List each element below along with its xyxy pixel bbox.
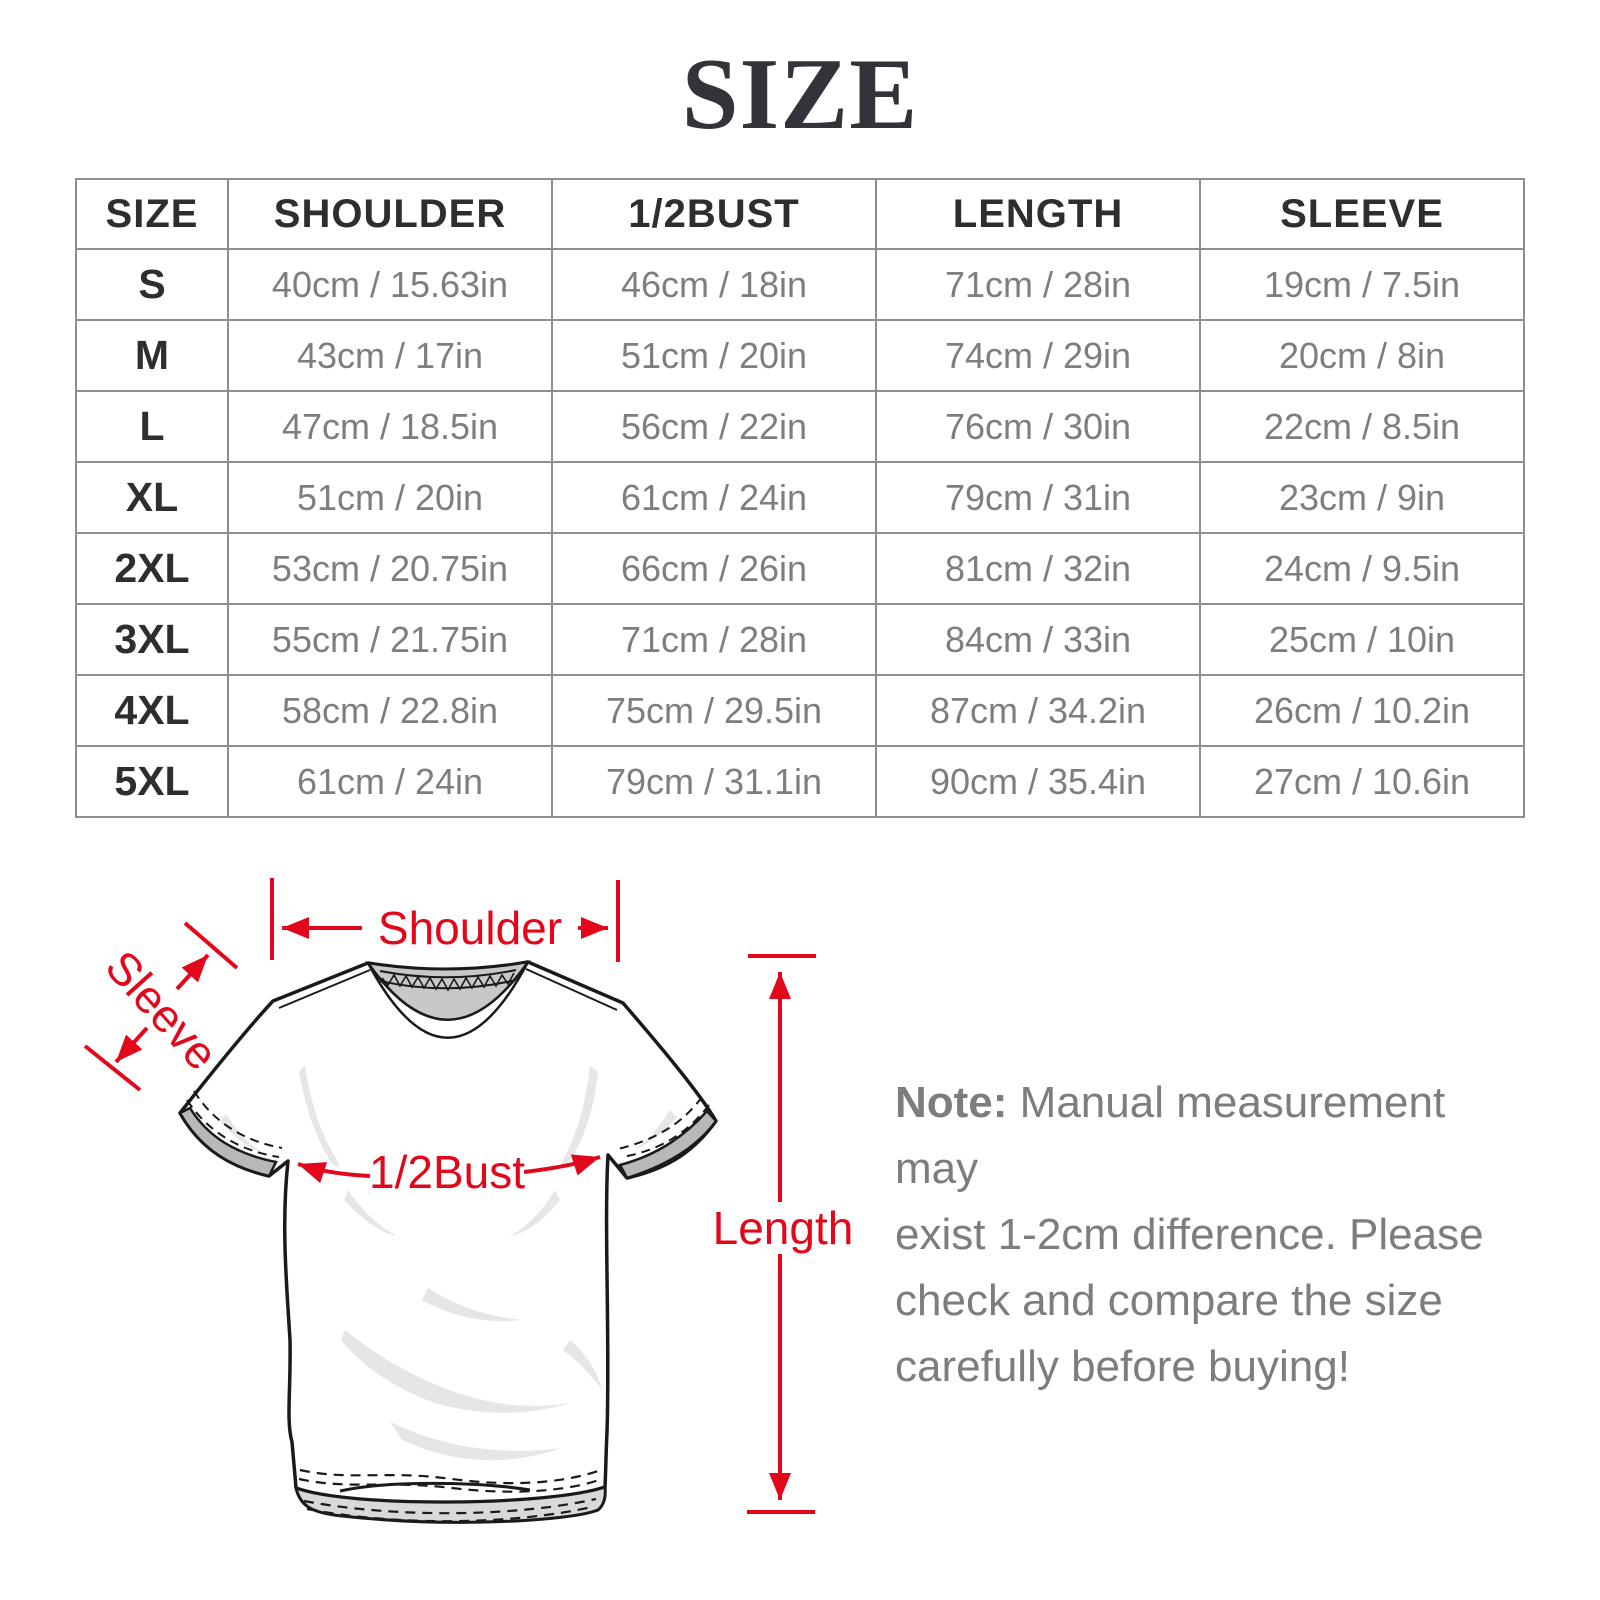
shoulder-cell: 58cm / 22.8in (227, 674, 553, 747)
shoulder-cell: 51cm / 20in (227, 461, 553, 534)
shoulder-seam-right (525, 968, 618, 1011)
dimension-annotations (83, 878, 816, 1514)
note-line: Note: Manual measurement may (895, 1070, 1515, 1202)
shoulder-seam-left (278, 969, 371, 1009)
fabric-creases (220, 1065, 677, 1461)
sleeve-cell: 23cm / 9in (1199, 461, 1525, 534)
right-cuff-stitching (617, 1096, 710, 1158)
hem-stitching (298, 1468, 603, 1523)
shoulder-cell: 61cm / 24in (227, 745, 553, 818)
tshirt-measurement-diagram: Shoulder Sleeve 1/2Bust Length (83, 878, 854, 1524)
sleeve-cell: 25cm / 10in (1199, 603, 1525, 676)
table-row: L 47cm / 18.5in 56cm / 22in 76cm / 30in … (75, 390, 1525, 463)
bust-cell: 51cm / 20in (551, 319, 877, 392)
col-header-size: SIZE (75, 178, 229, 250)
length-cell: 71cm / 28in (875, 248, 1201, 321)
size-cell: 2XL (75, 532, 229, 605)
sleeve-arrow-up (175, 953, 210, 991)
tshirt-outline (178, 960, 718, 1524)
left-cuff (178, 1106, 278, 1178)
bust-label: 1/2Bust (369, 1146, 525, 1198)
shoulder-cell: 40cm / 15.63in (227, 248, 553, 321)
measurement-note: Note: Manual measurement may exist 1-2cm… (895, 1070, 1515, 1400)
length-label: Length (713, 1202, 854, 1254)
table-row: XL 51cm / 20in 61cm / 24in 79cm / 31in 2… (75, 461, 1525, 534)
note-line: check and compare the size (895, 1276, 1443, 1325)
shoulder-dimension (270, 878, 620, 962)
table-row: M 43cm / 17in 51cm / 20in 74cm / 29in 20… (75, 319, 1525, 392)
note-line: carefully before buying! (895, 1342, 1350, 1391)
size-table-header-row: SIZE SHOULDER 1/2BUST LENGTH SLEEVE (75, 178, 1525, 250)
bust-cell: 71cm / 28in (551, 603, 877, 676)
sleeve-cell: 24cm / 9.5in (1199, 532, 1525, 605)
length-cell: 76cm / 30in (875, 390, 1201, 463)
length-cell: 79cm / 31in (875, 461, 1201, 534)
hem-fold-line (339, 1481, 531, 1493)
size-cell: M (75, 319, 229, 392)
col-header-sleeve: SLEEVE (1199, 178, 1525, 250)
bust-dimension (297, 1154, 601, 1183)
length-cell: 87cm / 34.2in (875, 674, 1201, 747)
table-row: 4XL 58cm / 22.8in 75cm / 29.5in 87cm / 3… (75, 674, 1525, 747)
page-title: SIZE (681, 38, 919, 151)
bust-cell: 79cm / 31.1in (551, 745, 877, 818)
note-text: Manual measurement may (895, 1078, 1446, 1193)
length-cell: 84cm / 33in (875, 603, 1201, 676)
note-label: Note: (895, 1078, 1008, 1127)
size-cell: L (75, 390, 229, 463)
table-row: 2XL 53cm / 20.75in 66cm / 26in 81cm / 32… (75, 532, 1525, 605)
shoulder-cell: 43cm / 17in (227, 319, 553, 392)
sleeve-tick-top (183, 921, 239, 970)
table-row: 5XL 61cm / 24in 79cm / 31.1in 90cm / 35.… (75, 745, 1525, 818)
bust-cell: 61cm / 24in (551, 461, 877, 534)
sleeve-arrow-down (114, 1026, 149, 1064)
size-cell: XL (75, 461, 229, 534)
bust-arrow-right (523, 1154, 601, 1176)
length-dimension (747, 954, 816, 1514)
bust-cell: 56cm / 22in (551, 390, 877, 463)
table-row: S 40cm / 15.63in 46cm / 18in 71cm / 28in… (75, 248, 1525, 321)
shoulder-label: Shoulder (378, 902, 562, 954)
right-cuff (618, 1109, 718, 1180)
shoulder-cell: 55cm / 21.75in (227, 603, 553, 676)
bust-cell: 75cm / 29.5in (551, 674, 877, 747)
size-cell: 4XL (75, 674, 229, 747)
length-cell: 81cm / 32in (875, 532, 1201, 605)
bust-arrow-left (297, 1162, 371, 1183)
size-table: SIZE SHOULDER 1/2BUST LENGTH SLEEVE S 40… (75, 178, 1525, 818)
col-header-shoulder: SHOULDER (227, 178, 553, 250)
size-cell: S (75, 248, 229, 321)
col-header-bust: 1/2BUST (551, 178, 877, 250)
sleeve-label: Sleeve (96, 940, 229, 1079)
collar-stitching (379, 969, 517, 992)
shoulder-cell: 47cm / 18.5in (227, 390, 553, 463)
sleeve-cell: 20cm / 8in (1199, 319, 1525, 392)
bust-cell: 46cm / 18in (551, 248, 877, 321)
bust-cell: 66cm / 26in (551, 532, 877, 605)
shoulder-cell: 53cm / 20.75in (227, 532, 553, 605)
bottom-hem-band (293, 1484, 607, 1524)
sleeve-cell: 26cm / 10.2in (1199, 674, 1525, 747)
left-cuff-stitching (186, 1090, 283, 1158)
note-line: exist 1-2cm difference. Please (895, 1210, 1484, 1259)
collar-band (366, 961, 530, 1039)
col-header-length: LENGTH (875, 178, 1201, 250)
size-cell: 5XL (75, 745, 229, 818)
length-cell: 74cm / 29in (875, 319, 1201, 392)
sleeve-cell: 27cm / 10.6in (1199, 745, 1525, 818)
sleeve-dimension (83, 921, 239, 1092)
sleeve-tick-bottom (83, 1044, 142, 1092)
table-row: 3XL 55cm / 21.75in 71cm / 28in 84cm / 33… (75, 603, 1525, 676)
length-cell: 90cm / 35.4in (875, 745, 1201, 818)
size-cell: 3XL (75, 603, 229, 676)
sleeve-cell: 19cm / 7.5in (1199, 248, 1525, 321)
sleeve-cell: 22cm / 8.5in (1199, 390, 1525, 463)
